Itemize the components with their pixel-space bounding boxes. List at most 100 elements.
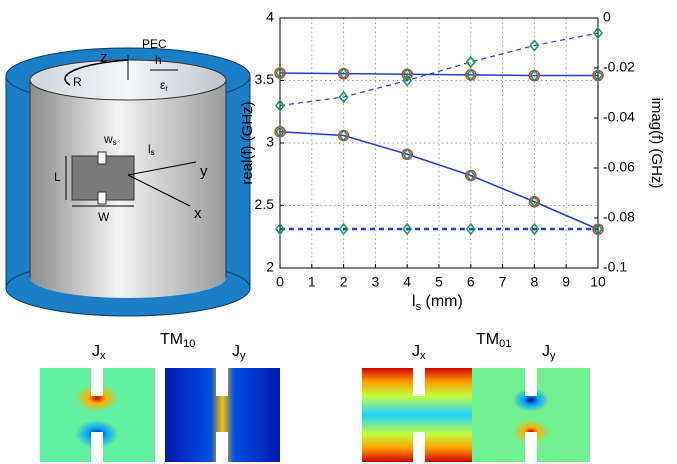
field-label: y xyxy=(240,350,246,362)
y2-tick-label: -0.1 xyxy=(603,259,627,275)
y2-tick-label: -0.04 xyxy=(603,109,635,125)
slot xyxy=(97,191,107,205)
marker-diamond xyxy=(465,55,476,69)
y-tick-label: 2.5 xyxy=(255,196,275,212)
marker-diamond xyxy=(529,69,540,82)
label: x xyxy=(194,205,202,222)
label: PEC xyxy=(142,37,167,51)
y-tick-label: 3.5 xyxy=(255,71,275,87)
field-label: Jy xyxy=(542,343,556,362)
slot xyxy=(97,151,107,165)
series-line xyxy=(279,32,599,107)
x-tick-label: 8 xyxy=(531,274,539,290)
x-tick-label: 4 xyxy=(403,274,411,290)
x-tick-label: 0 xyxy=(276,274,284,290)
label: s xyxy=(113,138,117,147)
x-axis-label: ls (mm) xyxy=(412,293,463,313)
field-label: Jx xyxy=(92,343,106,362)
field-label: x xyxy=(420,350,426,362)
y-axis-label: real(f) (GHz) xyxy=(239,101,256,184)
field-label: J xyxy=(232,343,240,360)
marker-diamond xyxy=(402,74,413,87)
marker-diamond xyxy=(465,222,476,236)
radius-arrow xyxy=(64,59,129,86)
y2-axis-label: imag(f) (GHz) xyxy=(648,98,665,189)
label: W xyxy=(98,210,110,224)
label: l xyxy=(148,142,151,156)
x-tick-label: 3 xyxy=(372,274,380,290)
y-axis xyxy=(127,161,197,176)
series-line xyxy=(279,72,598,77)
x-axis-label: (mm) xyxy=(421,293,463,310)
marker-diamond xyxy=(338,90,349,104)
label: R xyxy=(73,75,82,89)
field-label: J xyxy=(412,343,420,360)
label: r xyxy=(165,84,168,93)
field-label: Jy xyxy=(232,343,246,362)
plot: 0 1 2 3 4 5 6 7 8 9 10 2 2.5 3 3.5 4 -0.1 -0.08 -0.06 -0.04… xyxy=(255,9,636,290)
marker-diamond xyxy=(275,222,285,236)
x-axis-label: l xyxy=(412,293,416,310)
field-label: J xyxy=(92,343,100,360)
slot xyxy=(91,432,103,462)
slot xyxy=(413,432,425,462)
slot xyxy=(91,368,103,396)
label: y xyxy=(200,163,208,180)
label: L xyxy=(54,170,61,184)
marker-diamond xyxy=(338,222,349,236)
label: ε xyxy=(160,78,166,92)
label: h xyxy=(155,53,162,67)
marker-diamond xyxy=(593,69,603,82)
field-spot xyxy=(75,384,119,412)
label: ws xyxy=(103,132,117,147)
x-tick-label: 6 xyxy=(467,274,475,290)
field-label: x xyxy=(100,350,106,362)
x-tick-label: 10 xyxy=(590,274,606,290)
marker-diamond xyxy=(338,129,349,142)
series-line xyxy=(279,131,599,230)
y2-tick-label: -0.02 xyxy=(603,59,635,75)
y2-tick-label: -0.06 xyxy=(603,159,635,175)
x-tick-label: 9 xyxy=(562,274,570,290)
marker-diamond xyxy=(593,222,603,236)
slot xyxy=(525,368,537,396)
y2-tick-label: -0.08 xyxy=(603,209,635,225)
y-tick-label: 4 xyxy=(266,9,274,25)
field-spot xyxy=(513,388,549,412)
x-tick-label: 7 xyxy=(499,274,507,290)
schematic: z PEC h R εr ws ls L W y x xyxy=(5,37,251,317)
label: w xyxy=(103,132,113,146)
mode-label: TM xyxy=(476,331,499,348)
marker-diamond xyxy=(275,125,285,138)
marker-diamond xyxy=(465,68,476,82)
marker-diamond xyxy=(593,26,603,40)
mode-label: 10 xyxy=(183,338,195,350)
marker-diamond xyxy=(465,169,476,182)
marker-diamond xyxy=(338,67,349,80)
plot-frame xyxy=(279,17,599,269)
x-tick-label: 2 xyxy=(340,274,348,290)
marker-diamond xyxy=(529,222,540,236)
marker-diamond xyxy=(402,148,413,161)
x-axis xyxy=(127,174,191,207)
marker-diamond xyxy=(529,39,540,52)
slot xyxy=(413,368,425,396)
label: s xyxy=(151,148,155,157)
field-label: J xyxy=(542,343,550,360)
slot xyxy=(216,368,228,396)
y-tick-label: 3 xyxy=(266,134,274,150)
marker-diamond xyxy=(275,66,285,80)
label: ls xyxy=(148,142,155,157)
mode-label: 01 xyxy=(499,338,511,350)
marker-diamond xyxy=(529,195,540,208)
slot xyxy=(525,432,537,462)
marker-diamond xyxy=(275,99,285,112)
field-plots: Jx TM10 Jy Jx TM01 Jy xyxy=(40,331,590,462)
y2-tick-label: 0 xyxy=(603,9,611,25)
marker-diamond xyxy=(402,68,413,81)
label: z xyxy=(100,49,108,66)
y-tick-label: 2 xyxy=(266,259,274,275)
field-label: Jx xyxy=(412,343,426,362)
pec-bottom xyxy=(30,258,226,298)
